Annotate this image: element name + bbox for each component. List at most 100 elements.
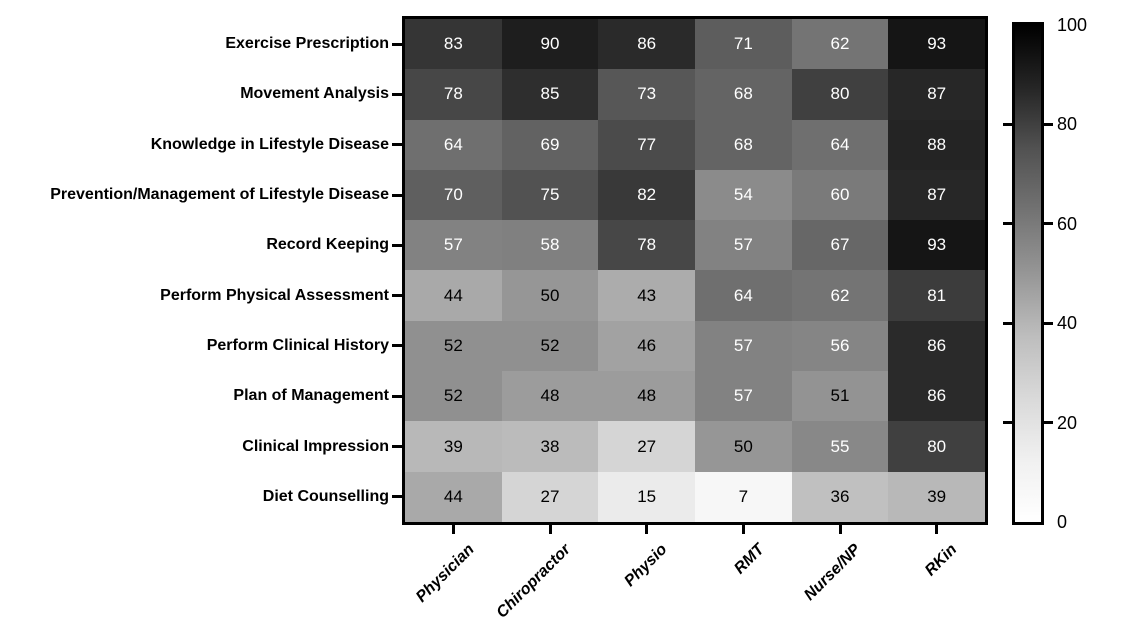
colorbar-tick-label: 20 [1057,412,1078,433]
row-label: Perform Clinical History [206,336,389,354]
row-label: Plan of Management [233,387,389,405]
column-label: Physio [621,541,671,591]
row-label: Perform Physical Assessment [160,286,389,304]
heatmap-cell: 64 [791,119,889,170]
x-axis-tick [548,524,552,534]
heatmap-cell: 78 [598,220,695,271]
heatmap-cell: 48 [501,371,599,422]
colorbar-tick-left [1003,122,1012,126]
colorbar-tick-label: 0 [1057,512,1068,532]
colorbar-tick-label: 100 [1057,15,1088,35]
heatmap-cell: 55 [791,421,889,472]
heatmap-cell: 56 [791,320,889,372]
row-label: Diet Counselling [262,487,389,505]
heatmap-cell: 68 [694,69,792,120]
heatmap-cell: 80 [791,69,889,120]
heatmap-cell: 67 [791,220,889,271]
colorbar-tick-left [1003,321,1012,325]
heatmap-cell: 46 [598,320,695,372]
heatmap-cell: 57 [694,220,792,271]
colorbar-tick-label: 60 [1057,213,1078,234]
row-label: Movement Analysis [240,85,389,103]
heatmap-cell: 57 [694,320,792,372]
column-label: RKin [922,541,961,580]
heatmap-cell: 15 [598,471,695,522]
heatmap-cell: 87 [888,69,985,120]
x-axis-tick [451,524,455,534]
colorbar-tick-right [1044,321,1053,325]
heatmap-cell: 71 [694,19,792,70]
heatmap-cell: 81 [888,270,985,321]
heatmap-cell: 62 [791,270,889,321]
heatmap-cell: 62 [791,19,889,70]
x-axis-tick [741,524,745,534]
colorbar-tick-label: 80 [1057,114,1078,135]
heatmap-cell: 39 [405,421,502,472]
heatmap-cell: 51 [791,371,889,422]
y-axis-tick [392,243,402,247]
colorbar-tick-right [1044,222,1053,226]
x-axis-tick [645,524,649,534]
heatmap-cell: 44 [405,270,502,321]
heatmap-grid: 83 90 86 71 62 93 78 85 73 68 80 87 64 69 77 68 64 88 70 75… [402,16,988,525]
heatmap-cell: 60 [791,169,889,221]
heatmap-cell: 44 [405,471,502,522]
heatmap-cell: 90 [501,19,599,70]
heatmap-cell: 50 [694,421,792,472]
colorbar-tick-left [1003,222,1012,226]
column-label: Chiropractor [493,541,575,622]
colorbar-tick-right [1044,122,1053,126]
heatmap-cell: 93 [888,220,985,271]
y-axis-tick [392,445,402,449]
heatmap-cell: 64 [694,270,792,321]
heatmap-cell: 78 [405,69,502,120]
y-axis-tick [392,344,402,348]
y-axis-tick [392,394,402,398]
heatmap-cell: 86 [888,320,985,372]
heatmap-cell: 87 [888,169,985,221]
heatmap-cell: 57 [694,371,792,422]
colorbar-tick-left [1003,421,1012,425]
heatmap-cell: 54 [694,169,792,221]
heatmap-cell: 52 [405,371,502,422]
row-label: Prevention/Management of Lifestyle Disea… [50,186,389,204]
heatmap-cell: 52 [501,320,599,372]
heatmap-cell: 57 [405,220,502,271]
heatmap-cell: 64 [405,119,502,170]
column-label: Nurse/NP [801,541,865,604]
heatmap-cell: 93 [888,19,985,70]
heatmap-cell: 68 [694,119,792,170]
heatmap-cell: 38 [501,421,599,472]
heatmap-cell: 83 [405,19,502,70]
heatmap-cell: 73 [598,69,695,120]
heatmap-cell: 48 [598,371,695,422]
heatmap-cell: 27 [598,421,695,472]
y-axis-tick [392,92,402,96]
heatmap-cell: 86 [598,19,695,70]
heatmap-cell: 7 [694,471,792,522]
y-axis-tick [392,294,402,298]
heatmap-cell: 50 [501,270,599,321]
heatmap-cell: 69 [501,119,599,170]
heatmap-cell: 39 [888,471,985,522]
row-label: Clinical Impression [242,437,389,455]
row-label: Knowledge in Lifestyle Disease [150,135,389,153]
heatmap-cell: 58 [501,220,599,271]
heatmap-cell: 80 [888,421,985,472]
heatmap-cell: 75 [501,169,599,221]
heatmap-cell: 77 [598,119,695,170]
x-axis-tick [838,524,842,534]
colorbar-gradient [1012,22,1044,525]
colorbar-tick-right [1044,421,1053,425]
heatmap-cell: 88 [888,119,985,170]
column-label: RMT [730,541,768,578]
heatmap-cell: 52 [405,320,502,372]
heatmap-cell: 82 [598,169,695,221]
row-label: Exercise Prescription [225,35,389,53]
heatmap-cell: 85 [501,69,599,120]
heatmap-cell: 27 [501,471,599,522]
heatmap-cell: 43 [598,270,695,321]
row-label: Record Keeping [266,236,389,254]
column-label: Physician [412,541,478,606]
